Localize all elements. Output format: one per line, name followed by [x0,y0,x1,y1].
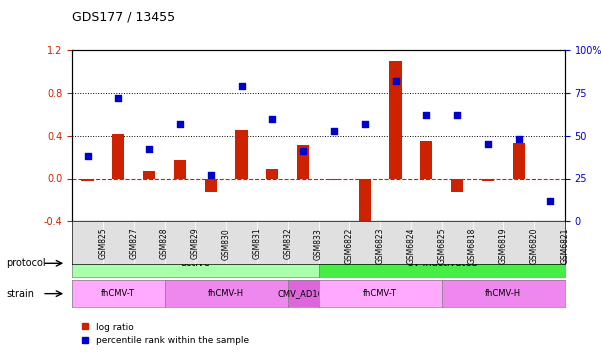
Text: active: active [180,258,210,268]
Text: GSM6820: GSM6820 [529,228,538,264]
Text: protocol: protocol [6,258,46,268]
Point [391,78,400,84]
Text: GSM831: GSM831 [252,228,261,260]
Text: GSM6822: GSM6822 [345,228,354,264]
FancyBboxPatch shape [503,221,534,264]
Text: GSM6823: GSM6823 [376,228,385,264]
Text: GSM828: GSM828 [160,228,169,259]
Bar [482,178,494,181]
Bar [389,61,401,178]
Text: GSM832: GSM832 [283,228,292,260]
Text: GSM829: GSM829 [191,228,200,260]
FancyBboxPatch shape [195,221,226,264]
Bar [143,171,155,178]
Bar [112,134,124,178]
Point [298,148,308,154]
Text: UV-inactivated: UV-inactivated [406,258,477,268]
Text: GSM6818: GSM6818 [468,228,477,264]
Text: GSM6825: GSM6825 [438,228,446,264]
Bar [81,178,94,181]
Point [360,121,370,126]
Text: fhCMV-T: fhCMV-T [363,289,397,298]
Text: GSM6821: GSM6821 [561,228,569,264]
Bar [328,178,340,180]
Point [175,121,185,126]
Bar [266,169,278,178]
Point [83,154,93,159]
FancyBboxPatch shape [472,221,503,264]
FancyBboxPatch shape [534,221,565,264]
Bar [359,178,371,227]
Point [453,112,462,118]
Text: GSM827: GSM827 [129,228,138,260]
Bar [174,160,186,178]
Text: fhCMV-H: fhCMV-H [208,289,244,298]
Point [237,83,246,89]
FancyBboxPatch shape [288,221,319,264]
Point [514,136,523,142]
Point [329,128,339,134]
Bar [297,145,310,178]
FancyBboxPatch shape [133,221,165,264]
FancyBboxPatch shape [319,221,349,264]
Point [206,172,216,178]
Legend: log ratio, percentile rank within the sample: log ratio, percentile rank within the sa… [77,319,253,349]
Bar [236,130,248,178]
Point [114,95,123,101]
Point [545,198,554,203]
FancyBboxPatch shape [349,221,380,264]
Text: fhCMV-H: fhCMV-H [485,289,522,298]
Text: GSM6819: GSM6819 [499,228,508,264]
FancyBboxPatch shape [442,221,472,264]
FancyBboxPatch shape [411,221,442,264]
Point [144,146,154,152]
Point [483,141,493,147]
Text: GDS177 / 13455: GDS177 / 13455 [72,11,175,24]
Point [421,112,431,118]
Text: strain: strain [6,288,34,299]
Text: CMV_AD169: CMV_AD169 [278,289,329,298]
Bar [451,178,463,192]
Text: GSM825: GSM825 [99,228,108,260]
Bar [420,141,433,178]
Text: GSM6824: GSM6824 [406,228,415,264]
FancyBboxPatch shape [380,221,411,264]
Bar [513,143,525,178]
FancyBboxPatch shape [103,221,133,264]
Text: GSM830: GSM830 [222,228,231,260]
FancyBboxPatch shape [226,221,257,264]
Point [267,116,277,121]
Bar [204,178,217,192]
Text: GSM833: GSM833 [314,228,323,260]
FancyBboxPatch shape [72,221,103,264]
Text: fhCMV-T: fhCMV-T [102,289,135,298]
FancyBboxPatch shape [257,221,288,264]
FancyBboxPatch shape [165,221,195,264]
